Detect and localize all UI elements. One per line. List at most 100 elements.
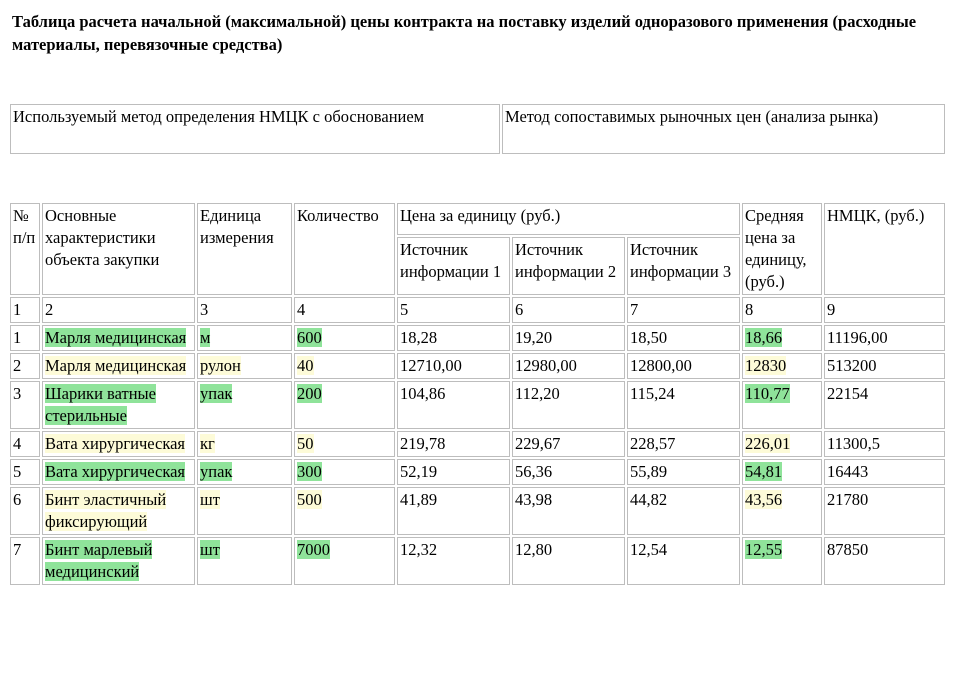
row-price-2: 112,20	[512, 381, 625, 429]
row-avg-cell: 110,77	[742, 381, 822, 429]
row-num: 7	[10, 537, 40, 585]
row-nmck: 21780	[824, 487, 945, 535]
row-name: Вата хирургическая	[45, 462, 186, 481]
table-row: 5 Вата хирургическая упак 300 52,19 56,3…	[10, 459, 945, 485]
row-avg-cell: 226,01	[742, 431, 822, 457]
row-price-1: 41,89	[397, 487, 510, 535]
row-qty-cell: 40	[294, 353, 395, 379]
row-nmck: 11196,00	[824, 325, 945, 351]
row-avg: 54,81	[745, 462, 783, 481]
row-avg-cell: 12830	[742, 353, 822, 379]
row-unit: шт	[200, 490, 220, 509]
row-qty-cell: 7000	[294, 537, 395, 585]
page-title: Таблица расчета начальной (максимальной)…	[12, 12, 917, 54]
row-avg: 12830	[745, 356, 787, 375]
row-name: Марля медицинская	[45, 328, 187, 347]
col-number: 7	[627, 297, 740, 323]
row-unit: рулон	[200, 356, 241, 375]
col-number: 1	[10, 297, 40, 323]
header-avg-price: Средняя цена за единицу, (руб.)	[742, 203, 822, 295]
row-price-1: 219,78	[397, 431, 510, 457]
row-name-cell: Бинт марлевый медицинский	[42, 537, 195, 585]
row-price-1: 52,19	[397, 459, 510, 485]
row-unit-cell: шт	[197, 537, 292, 585]
col-number: 8	[742, 297, 822, 323]
header-source-2: Источник информации 2	[512, 236, 625, 295]
row-price-3: 12,54	[627, 537, 740, 585]
row-avg-cell: 12,55	[742, 537, 822, 585]
row-price-1: 12710,00	[397, 353, 510, 379]
row-num: 2	[10, 353, 40, 379]
row-unit: кг	[200, 434, 215, 453]
row-avg-cell: 18,66	[742, 325, 822, 351]
method-row: Используемый метод определения НМЦК с об…	[10, 104, 945, 154]
column-number-row: 1 2 3 4 5 6 7 8 9	[10, 297, 945, 323]
header-unit: Единица измерения	[197, 203, 292, 295]
col-number: 5	[397, 297, 510, 323]
row-num: 3	[10, 381, 40, 429]
col-number: 6	[512, 297, 625, 323]
col-number: 2	[42, 297, 195, 323]
row-avg-cell: 43,56	[742, 487, 822, 535]
row-qty-cell: 50	[294, 431, 395, 457]
row-nmck: 22154	[824, 381, 945, 429]
table-row: 7 Бинт марлевый медицинский шт 7000 12,3…	[10, 537, 945, 585]
row-unit-cell: упак	[197, 459, 292, 485]
header-price-group: Цена за единицу (руб.)	[397, 203, 740, 235]
row-unit: м	[200, 328, 211, 347]
table-row: 2 Марля медицинская рулон 40 12710,00 12…	[10, 353, 945, 379]
row-qty: 200	[297, 384, 322, 403]
row-avg: 110,77	[745, 384, 790, 403]
header-row: № п/п Основные характеристики объекта за…	[10, 203, 945, 295]
row-nmck: 87850	[824, 537, 945, 585]
row-unit-cell: рулон	[197, 353, 292, 379]
row-unit-cell: м	[197, 325, 292, 351]
row-price-3: 55,89	[627, 459, 740, 485]
col-number: 4	[294, 297, 395, 323]
row-price-2: 19,20	[512, 325, 625, 351]
row-name: Вата хирургическая	[45, 434, 186, 453]
row-nmck: 16443	[824, 459, 945, 485]
row-unit-cell: шт	[197, 487, 292, 535]
row-qty-cell: 300	[294, 459, 395, 485]
header-nmck: НМЦК, (руб.)	[824, 203, 945, 295]
row-avg: 12,55	[745, 540, 783, 559]
row-price-3: 228,57	[627, 431, 740, 457]
row-unit: шт	[200, 540, 220, 559]
header-characteristics: Основные характеристики объекта закупки	[42, 203, 195, 295]
header-quantity: Количество	[294, 203, 395, 295]
table-row: 6 Бинт эластичный фиксирующий шт 500 41,…	[10, 487, 945, 535]
row-nmck: 11300,5	[824, 431, 945, 457]
header-source-3: Источник информации 3	[627, 236, 740, 295]
row-name-cell: Шарики ватные стерильные	[42, 381, 195, 429]
row-avg: 18,66	[745, 328, 783, 347]
row-name: Марля медицинская	[45, 356, 187, 375]
row-name-cell: Бинт эластичный фиксирующий	[42, 487, 195, 535]
row-name-cell: Вата хирургическая	[42, 459, 195, 485]
row-qty: 40	[297, 356, 314, 375]
col-number: 3	[197, 297, 292, 323]
row-price-2: 12,80	[512, 537, 625, 585]
row-unit: упак	[200, 462, 233, 481]
header-num: № п/п	[10, 203, 40, 295]
row-num: 1	[10, 325, 40, 351]
row-name-cell: Марля медицинская	[42, 325, 195, 351]
row-price-2: 56,36	[512, 459, 625, 485]
header-source-1: Источник информации 1	[397, 236, 510, 295]
row-qty-cell: 200	[294, 381, 395, 429]
row-price-1: 104,86	[397, 381, 510, 429]
price-table: № п/п Основные характеристики объекта за…	[8, 201, 947, 587]
row-avg-cell: 54,81	[742, 459, 822, 485]
row-qty: 50	[297, 434, 314, 453]
col-number: 9	[824, 297, 945, 323]
row-qty-cell: 500	[294, 487, 395, 535]
row-name-cell: Марля медицинская	[42, 353, 195, 379]
row-avg: 43,56	[745, 490, 783, 509]
table-row: 4 Вата хирургическая кг 50 219,78 229,67…	[10, 431, 945, 457]
row-num: 5	[10, 459, 40, 485]
row-price-3: 12800,00	[627, 353, 740, 379]
row-price-2: 43,98	[512, 487, 625, 535]
table-row: 3 Шарики ватные стерильные упак 200 104,…	[10, 381, 945, 429]
method-table: Используемый метод определения НМЦК с об…	[8, 102, 947, 156]
row-qty: 7000	[297, 540, 330, 559]
